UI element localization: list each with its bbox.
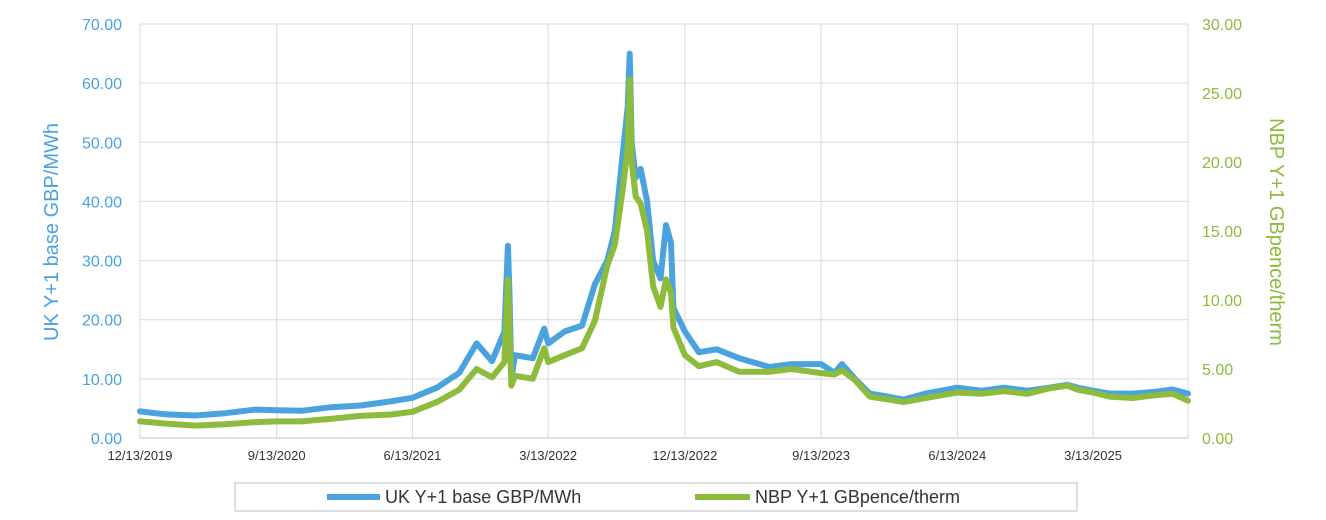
x-axis-tick-label: 9/13/2023 bbox=[792, 448, 850, 463]
series-line-uk bbox=[137, 50, 1191, 419]
left-axis-tick-label: 60.00 bbox=[82, 76, 122, 93]
right-axis-tick-label: 20.00 bbox=[1202, 155, 1242, 172]
left-axis-tick-label: 0.00 bbox=[91, 431, 122, 448]
left-axis-tick-label: 40.00 bbox=[82, 194, 122, 211]
x-axis-tick-label: 6/13/2021 bbox=[384, 448, 442, 463]
right-axis-tick-label: 25.00 bbox=[1202, 86, 1242, 103]
left-axis-tick-label: 70.00 bbox=[82, 17, 122, 34]
x-axis-tick-label: 12/13/2022 bbox=[652, 448, 717, 463]
tick-labels: 0.00 10.00 20.00 30.00 40.00 50.00 60.00 70.00 0… bbox=[82, 17, 1242, 463]
left-axis-tick-label: 50.00 bbox=[82, 135, 122, 152]
right-axis-tick-label: 10.00 bbox=[1202, 293, 1242, 310]
x-axis-tick-label: 12/13/2019 bbox=[107, 448, 172, 463]
legend-label-uk: UK Y+1 base GBP/MWh bbox=[385, 487, 581, 507]
right-axis-tick-label: 5.00 bbox=[1202, 362, 1233, 379]
legend-label-nbp: NBP Y+1 GBpence/therm bbox=[755, 487, 960, 507]
x-axis-tick-label: 3/13/2022 bbox=[519, 448, 577, 463]
right-axis-tick-label: 30.00 bbox=[1202, 17, 1242, 34]
right-axis-title: NBP Y+1 GBpence/therm bbox=[1265, 118, 1287, 346]
right-axis-tick-label: 15.00 bbox=[1202, 224, 1242, 241]
left-axis-title: UK Y+1 base GBP/MWh bbox=[41, 123, 63, 341]
legend: UK Y+1 base GBP/MWh NBP Y+1 GBpence/ther… bbox=[234, 482, 1078, 512]
x-axis-tick-label: 6/13/2024 bbox=[928, 448, 986, 463]
series-line-nbp bbox=[137, 76, 1191, 429]
left-axis-tick-label: 10.00 bbox=[82, 372, 122, 389]
series-lines bbox=[137, 50, 1191, 429]
x-axis-tick-label: 3/13/2025 bbox=[1064, 448, 1122, 463]
left-axis-tick-label: 30.00 bbox=[82, 254, 122, 271]
right-axis-tick-label: 0.00 bbox=[1202, 431, 1233, 448]
left-axis-tick-label: 20.00 bbox=[82, 313, 122, 330]
x-axis-tick-label: 9/13/2020 bbox=[248, 448, 306, 463]
grid-lines bbox=[139, 23, 1189, 439]
